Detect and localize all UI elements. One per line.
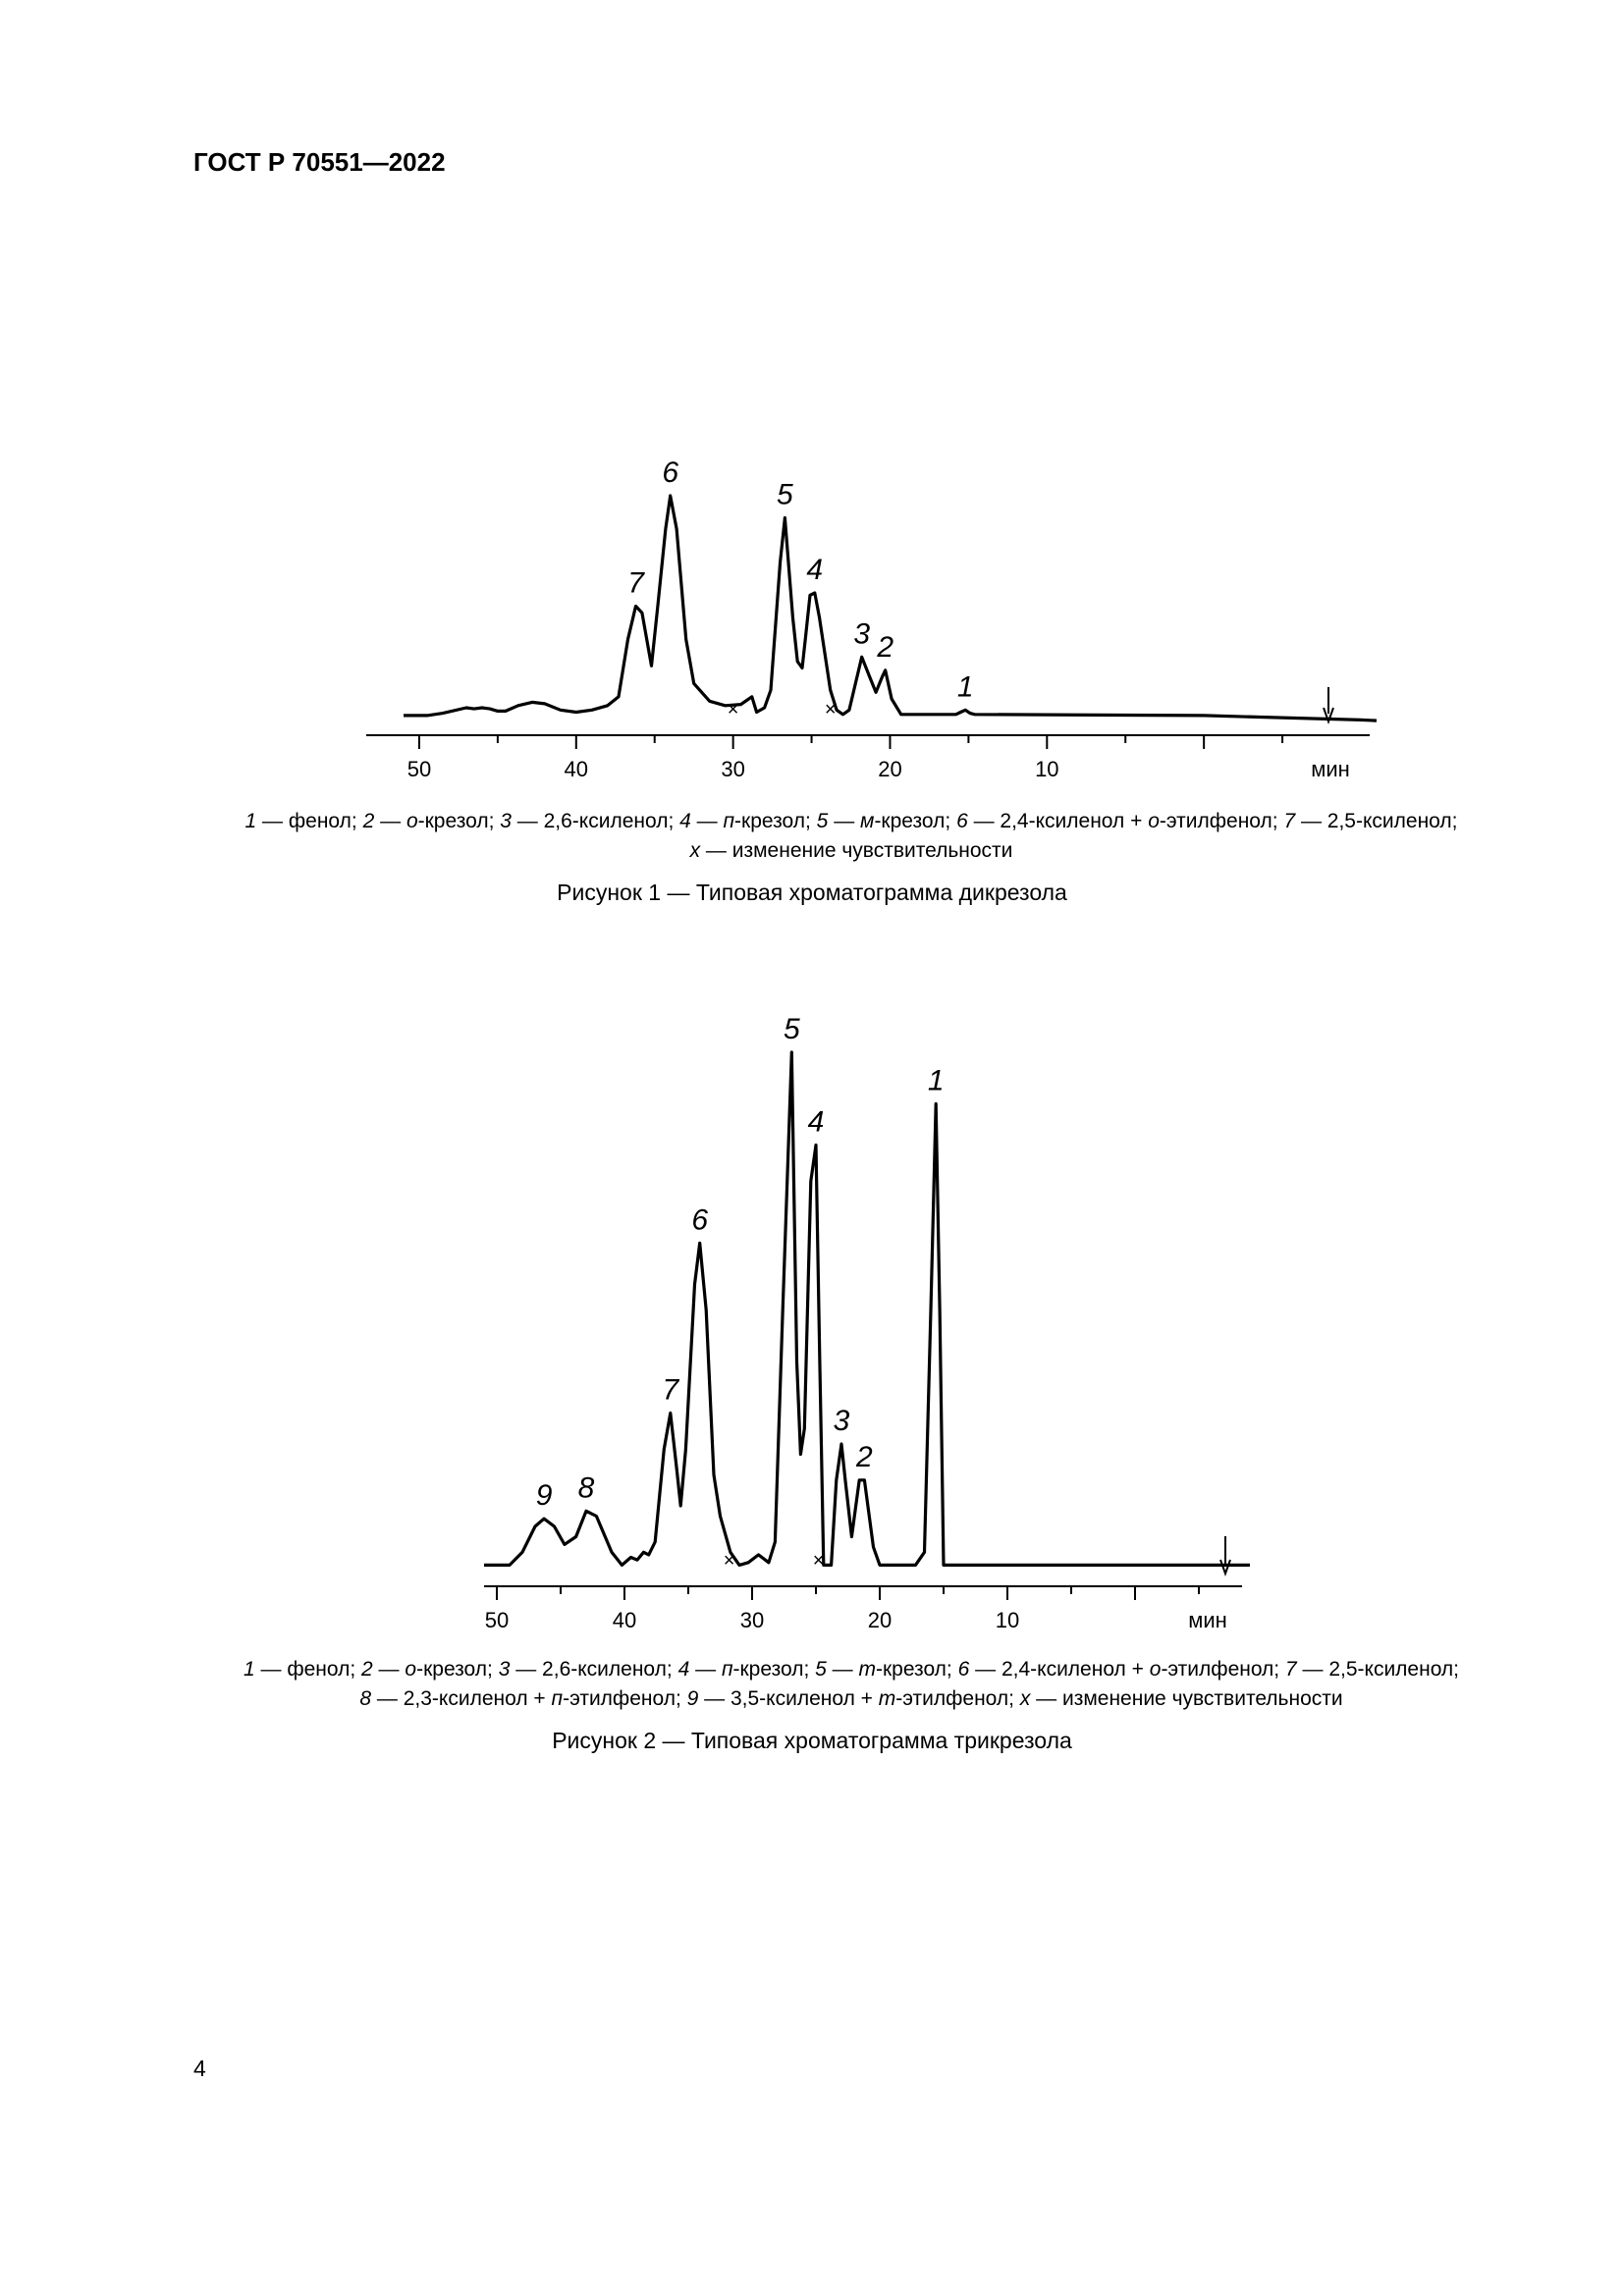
page-number: 4 (193, 2056, 206, 2081)
legend-key: 2 (361, 1658, 373, 1681)
legend-key: 7 (1284, 1658, 1297, 1681)
x-unit-label: мин (1311, 757, 1350, 780)
chromatogram-1: 50 40 30 20 10 мин 1 2 3 4 5 6 7 × × (0, 231, 1624, 780)
x-tick-label: 10 (1035, 757, 1058, 780)
peak-label-7: 7 (662, 1374, 679, 1407)
figure-2-caption: Рисунок 2 — Типовая хроматограмма трикре… (552, 1728, 1072, 1753)
peak-label-9: 9 (536, 1479, 553, 1512)
legend-italic-prefix: п (723, 810, 735, 832)
peak-label-5: 5 (777, 479, 793, 511)
legend-italic-prefix: о (1149, 1658, 1162, 1681)
peak-label-4: 4 (808, 1106, 825, 1139)
document-header: ГОСТ Р 70551—2022 (193, 147, 446, 177)
legend-key: 6 (957, 1658, 970, 1681)
peak-label-3: 3 (853, 617, 870, 650)
chromatogram-1-svg: 50 40 30 20 10 мин 1 234 5 6 7 × × (366, 456, 1378, 780)
legend-italic-prefix: п (551, 1687, 564, 1710)
figure-1-legend: 1 — фенол; 2 — о-крезол; 3 — 2,6-ксилено… (244, 810, 1458, 862)
peak-label-4: 4 (806, 554, 823, 586)
figure-1-caption: Рисунок 1 — Типовая хроматограмма дикрез… (557, 880, 1067, 905)
chromatogram-2: 50 40 30 20 10 мин 1 2 3 4 5 6 7 8 9 × × (0, 996, 1624, 1649)
x-tick-label: 20 (868, 1608, 892, 1632)
legend-italic-prefix: т (878, 1687, 896, 1710)
x-tick-label: 10 (996, 1608, 1019, 1632)
sensitivity-marker: × (813, 1550, 825, 1572)
x-tick-label: 20 (878, 757, 901, 780)
injection-arrow-head (1323, 707, 1334, 724)
legend-italic-prefix: т (858, 1658, 876, 1681)
x-tick-label: 40 (565, 757, 588, 780)
sensitivity-marker: × (728, 699, 739, 721)
peak-label-5: 5 (784, 1013, 800, 1045)
peak-label-2: 2 (876, 631, 893, 664)
legend-key: 7 (1283, 810, 1296, 832)
sensitivity-marker: × (825, 699, 837, 721)
peak-label-1: 1 (928, 1065, 945, 1097)
peak-label-3: 3 (834, 1405, 850, 1437)
legend-key: 3 (498, 1658, 511, 1681)
legend-key: 1 (243, 1658, 255, 1681)
x-tick-label: 50 (485, 1608, 509, 1632)
legend-italic-prefix: о (405, 1658, 417, 1681)
peak-label-2: 2 (855, 1441, 873, 1473)
legend-italic-prefix: м (860, 810, 875, 832)
chromatogram-trace (484, 1050, 1250, 1567)
x-tick-label: 40 (613, 1608, 636, 1632)
peak-label-8: 8 (578, 1471, 595, 1504)
peak-label-7: 7 (627, 567, 645, 600)
legend-key: x (689, 839, 701, 862)
injection-arrow-head (1219, 1559, 1231, 1576)
legend-italic-prefix: о (406, 810, 418, 832)
x-tick-label: 50 (407, 757, 431, 780)
legend-key: 1 (244, 810, 257, 832)
legend-italic-prefix: п (721, 1658, 733, 1681)
figure-2-legend: 1 — фенол; 2 — о-крезол; 3 — 2,6-ксилено… (243, 1658, 1460, 1710)
legend-key: 6 (956, 810, 968, 832)
legend-key: 5 (816, 810, 829, 832)
legend-key: x (1019, 1687, 1031, 1710)
x-tick-label: 30 (721, 757, 744, 780)
sensitivity-marker: × (724, 1550, 735, 1572)
peak-label-6: 6 (662, 456, 678, 489)
legend-key: 8 (359, 1687, 372, 1710)
legend-key: 3 (500, 810, 512, 832)
peak-label-1: 1 (957, 670, 974, 703)
peak-label-6: 6 (691, 1203, 708, 1236)
legend-italic-prefix: о (1148, 810, 1160, 832)
legend-key: 4 (679, 810, 691, 832)
x-unit-label: мин (1188, 1608, 1227, 1632)
x-tick-label: 30 (740, 1608, 764, 1632)
chromatogram-trace (404, 494, 1378, 722)
legend-key: 2 (362, 810, 375, 832)
legend-key: 9 (686, 1687, 699, 1710)
legend-key: 4 (677, 1658, 690, 1681)
legend-key: 5 (815, 1658, 827, 1681)
